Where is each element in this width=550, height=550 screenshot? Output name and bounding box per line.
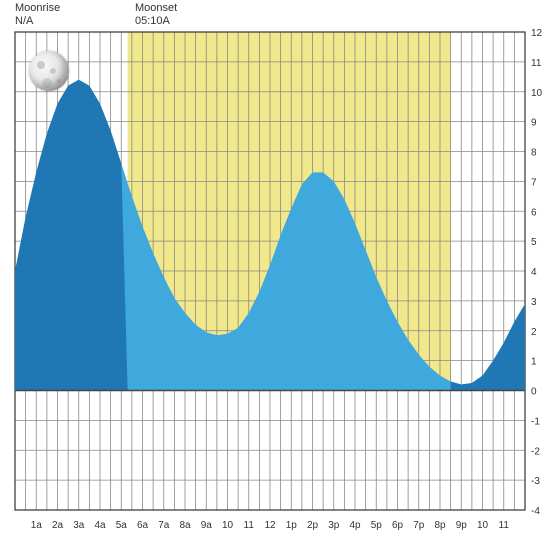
svg-text:2a: 2a xyxy=(52,520,64,531)
svg-text:-1: -1 xyxy=(531,416,540,427)
svg-text:1p: 1p xyxy=(286,520,298,531)
tide-chart-container: Moonrise N/A Moonset 05:10A -4-3-2-10123… xyxy=(0,0,550,550)
svg-text:10: 10 xyxy=(222,520,234,531)
svg-text:10: 10 xyxy=(531,88,543,99)
moonset-block: Moonset 05:10A xyxy=(135,2,177,28)
svg-text:8a: 8a xyxy=(179,520,191,531)
svg-text:11: 11 xyxy=(531,58,542,69)
svg-text:-2: -2 xyxy=(531,446,540,457)
svg-text:4p: 4p xyxy=(349,520,361,531)
moonset-label: Moonset xyxy=(135,2,177,15)
svg-text:12: 12 xyxy=(531,28,543,39)
svg-text:3: 3 xyxy=(531,297,537,308)
tide-chart-svg: -4-3-2-101234567891011121a2a3a4a5a6a7a8a… xyxy=(0,0,550,550)
svg-text:5: 5 xyxy=(531,237,537,248)
svg-text:9a: 9a xyxy=(201,520,213,531)
moonset-value: 05:10A xyxy=(135,15,177,28)
svg-text:7p: 7p xyxy=(413,520,425,531)
svg-text:4a: 4a xyxy=(94,520,106,531)
svg-text:0: 0 xyxy=(531,387,537,398)
svg-text:-4: -4 xyxy=(531,506,540,517)
svg-text:3p: 3p xyxy=(328,520,340,531)
svg-text:10: 10 xyxy=(477,520,489,531)
svg-text:4: 4 xyxy=(531,267,537,278)
svg-text:6p: 6p xyxy=(392,520,404,531)
svg-text:11: 11 xyxy=(499,520,510,531)
svg-text:8p: 8p xyxy=(434,520,446,531)
moonrise-block: Moonrise N/A xyxy=(15,2,60,28)
svg-text:6: 6 xyxy=(531,207,537,218)
svg-text:5a: 5a xyxy=(116,520,128,531)
moon-icon xyxy=(29,51,69,91)
svg-text:6a: 6a xyxy=(137,520,149,531)
svg-text:2p: 2p xyxy=(307,520,319,531)
svg-text:3a: 3a xyxy=(73,520,85,531)
moonrise-label: Moonrise xyxy=(15,2,60,15)
moonrise-value: N/A xyxy=(15,15,60,28)
svg-text:1a: 1a xyxy=(31,520,43,531)
svg-text:11: 11 xyxy=(244,520,255,531)
svg-text:8: 8 xyxy=(531,148,537,159)
svg-text:2: 2 xyxy=(531,327,537,338)
svg-text:12: 12 xyxy=(264,520,276,531)
svg-text:-3: -3 xyxy=(531,476,540,487)
svg-text:9: 9 xyxy=(531,118,537,129)
svg-text:5p: 5p xyxy=(371,520,383,531)
svg-text:9p: 9p xyxy=(456,520,468,531)
svg-text:1: 1 xyxy=(531,357,537,368)
svg-text:7: 7 xyxy=(531,177,537,188)
svg-text:7a: 7a xyxy=(158,520,170,531)
